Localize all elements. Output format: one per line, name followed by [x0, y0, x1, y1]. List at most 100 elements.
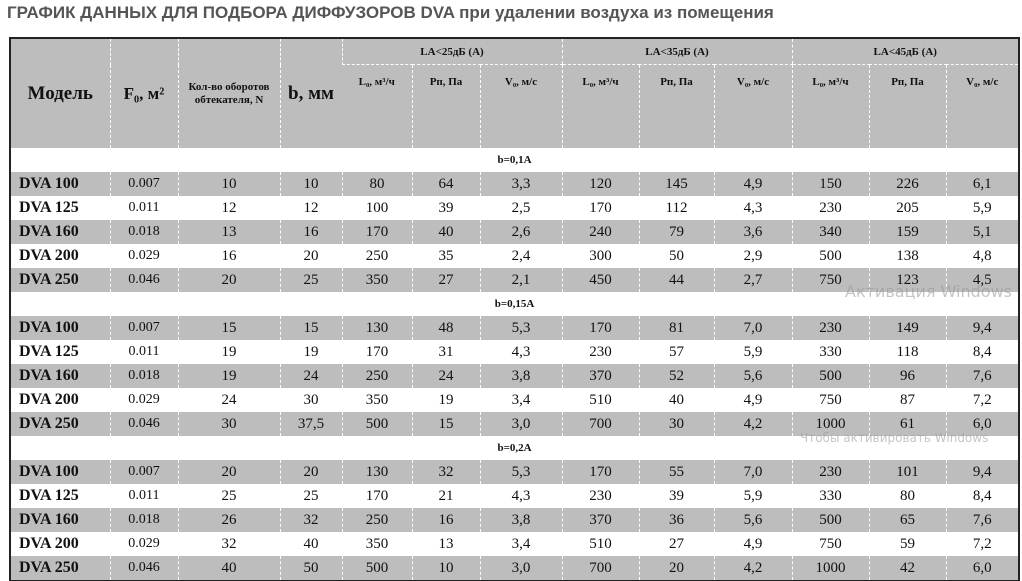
- table-row: DVA 250 0.046 40 50 500 10 3,0 700 20 4,2 1000 42 6,…: [11, 556, 1018, 580]
- header-group-35db: LA<35дБ (A): [561, 39, 792, 65]
- value-cell: 5,9: [713, 340, 792, 364]
- model-cell: DVA 160: [11, 508, 110, 532]
- value-cell: 7,2: [945, 388, 1018, 412]
- value-cell: 250: [341, 508, 412, 532]
- table-row: DVA 160 0.018 19 24 250 24 3,8 370 52 5,6 500 96 7,6: [11, 364, 1018, 388]
- model-cell: DVA 200: [19, 247, 79, 264]
- value-cell: 120: [561, 172, 639, 196]
- section-label: b=0,1A: [11, 148, 1018, 172]
- value-cell: 40: [638, 388, 714, 412]
- windows-activation-hint: Чтобы активировать Windows: [800, 431, 989, 445]
- value-cell: 4,9: [713, 532, 792, 556]
- model-cell: DVA 100: [11, 460, 110, 484]
- value-cell: 30: [638, 412, 714, 436]
- value-cell: 0.018: [109, 364, 178, 388]
- model-cell: DVA 250: [11, 268, 110, 292]
- value-cell: 170: [561, 316, 639, 340]
- table-row: DVA 160 0.018 26 32 250 16 3,8 370 36 5,6 500 65 7,6: [11, 508, 1018, 532]
- value-cell: 7,0: [713, 316, 792, 340]
- value-cell: 15: [279, 316, 342, 340]
- value-cell: 3,6: [713, 220, 792, 244]
- value-cell: 1000: [791, 412, 869, 436]
- value-cell: 4,9: [713, 388, 792, 412]
- value-cell: 4,9: [713, 172, 792, 196]
- value-cell: 750: [791, 268, 869, 292]
- value-cell: 0.029: [109, 244, 178, 268]
- value-cell: 5,9: [945, 196, 1018, 220]
- value-cell: 205: [868, 196, 946, 220]
- value-cell: 42: [868, 556, 946, 580]
- subheader-l0: L₀, м³/ч: [561, 64, 639, 148]
- value-cell: 500: [341, 412, 412, 436]
- value-cell: 0.018: [109, 220, 178, 244]
- header-group-25db: LA<25дБ (A): [341, 39, 562, 65]
- value-cell: 2,9: [713, 244, 792, 268]
- value-cell: 57: [638, 340, 714, 364]
- value-cell: 0.046: [109, 412, 178, 436]
- table-row: DVA 100 0.007 10 10 80 64 3,3 120 145 4,9 150 226 6,…: [11, 172, 1018, 196]
- value-cell: 3,4: [479, 532, 562, 556]
- value-cell: 250: [341, 364, 412, 388]
- value-cell: 170: [561, 460, 639, 484]
- value-cell: 40: [177, 556, 280, 580]
- value-cell: 2,6: [479, 220, 562, 244]
- value-cell: 0.011: [109, 196, 178, 220]
- subheader-v0: V₀, м/с: [713, 64, 792, 148]
- value-cell: 5,6: [713, 508, 792, 532]
- value-cell: 8,4: [945, 484, 1018, 508]
- table-row: DVA 200 0.029 24 30 350 19 3,4 510 40 4,9 750 87 7,2: [11, 388, 1018, 412]
- value-cell: 0.007: [109, 172, 178, 196]
- value-cell: 0.046: [109, 268, 178, 292]
- value-cell: 330: [791, 340, 869, 364]
- table-row: DVA 160 0.018 13 16 170 40 2,6 240 79 3,6 340 159 5,…: [11, 220, 1018, 244]
- value-cell: 20: [638, 556, 714, 580]
- value-cell: 118: [868, 340, 946, 364]
- value-cell: 500: [791, 508, 869, 532]
- value-cell: 10: [279, 172, 342, 196]
- value-cell: 5,1: [945, 220, 1018, 244]
- value-cell: 40: [279, 532, 342, 556]
- value-cell: 3,8: [479, 508, 562, 532]
- value-cell: 0.018: [109, 508, 178, 532]
- value-cell: 32: [411, 460, 480, 484]
- value-cell: 10: [411, 556, 480, 580]
- value-cell: 96: [868, 364, 946, 388]
- value-cell: 2,5: [479, 196, 562, 220]
- value-cell: 4,3: [713, 196, 792, 220]
- value-cell: 226: [868, 172, 946, 196]
- value-cell: 240: [561, 220, 639, 244]
- value-cell: 20: [279, 244, 342, 268]
- value-cell: 370: [561, 508, 639, 532]
- value-cell: 230: [791, 196, 869, 220]
- value-cell: 19: [177, 340, 280, 364]
- value-cell: 4,3: [479, 340, 562, 364]
- value-cell: 24: [279, 364, 342, 388]
- value-cell: 170: [341, 484, 412, 508]
- value-cell: 12: [177, 196, 280, 220]
- value-cell: 9,4: [945, 460, 1018, 484]
- value-cell: 5,6: [713, 364, 792, 388]
- header-model: Модель: [11, 39, 110, 148]
- value-cell: 27: [411, 268, 480, 292]
- value-cell: 40: [411, 220, 480, 244]
- value-cell: 130: [341, 316, 412, 340]
- subheader-pp: Pп, Па: [868, 64, 946, 148]
- value-cell: 3,4: [479, 388, 562, 412]
- table-row: DVA 125 0.011 19 19 170 31 4,3 230 57 5,9 330 118 8,…: [11, 340, 1018, 364]
- value-cell: 500: [791, 244, 869, 268]
- value-cell: 15: [411, 412, 480, 436]
- subheader-l0: L₀, м³/ч: [791, 64, 869, 148]
- value-cell: 130: [341, 460, 412, 484]
- section-row: b=0,15A: [11, 292, 1018, 316]
- value-cell: 350: [341, 388, 412, 412]
- value-cell: 0.011: [109, 484, 178, 508]
- value-cell: 138: [868, 244, 946, 268]
- value-cell: 19: [279, 340, 342, 364]
- header-rotations: Кол-во оборотов обтекателя, N: [177, 39, 280, 148]
- value-cell: 7,6: [945, 364, 1018, 388]
- value-cell: 7,6: [945, 508, 1018, 532]
- value-cell: 0.046: [109, 556, 178, 580]
- value-cell: 25: [177, 484, 280, 508]
- value-cell: 6,1: [945, 172, 1018, 196]
- table-row: DVA 200 0.029 16 20 250 35 2,4 300 50 2,9 500 138 4,…: [11, 244, 1018, 268]
